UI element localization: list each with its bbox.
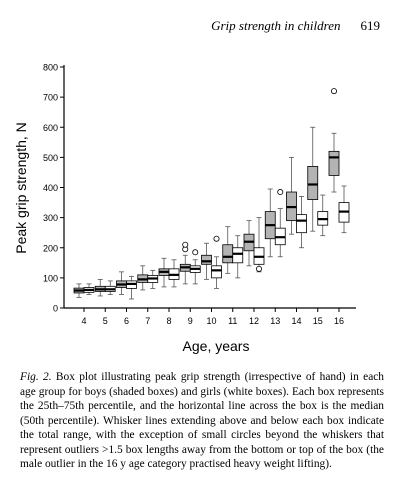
box-boys-11	[222, 244, 234, 264]
figure-caption: Fig. 2. Box plot illustrating peak grip …	[20, 370, 384, 472]
x-tick-label: 9	[188, 316, 193, 326]
caption-label: Fig. 2.	[20, 371, 52, 383]
y-tick-label: 100	[43, 273, 58, 283]
outlier-girls-13	[277, 189, 284, 196]
box-girls-11	[232, 247, 244, 264]
axes-layer: 0 100 200 300 400 500 600 700 800 4 5 6 7 8 9 10 11 12 13 1…	[43, 63, 356, 326]
outlier-girls-12	[255, 265, 262, 272]
y-tick-label: 0	[53, 304, 58, 314]
x-tick-label: 13	[270, 316, 280, 326]
box-plot-chart: 0 100 200 300 400 500 600 700 800 4 5 6 7 8 9 10 11 12 13 1…	[13, 63, 356, 354]
outlier-boys-16	[330, 88, 337, 95]
y-tick-label: 400	[43, 183, 58, 193]
y-tick-label: 600	[43, 123, 58, 133]
box-girls-10	[211, 265, 222, 279]
x-tick-label: 12	[249, 316, 259, 326]
x-tick-label: 14	[291, 316, 301, 326]
page-number: 619	[360, 18, 381, 33]
x-tick-label: 6	[124, 316, 129, 326]
box-boys-15	[307, 166, 319, 200]
plot-layer	[73, 88, 350, 300]
outlier-girls-9	[192, 249, 199, 256]
x-tick-label: 8	[166, 316, 171, 326]
x-tick-label: 16	[334, 316, 344, 326]
box-girls-14	[296, 214, 307, 234]
x-tick-label: 4	[81, 316, 86, 326]
running-head-title: Grip strength in children	[211, 18, 341, 33]
running-head: Grip strength in children 619	[190, 18, 380, 34]
y-tick-label: 200	[43, 243, 58, 253]
x-tick-label: 11	[228, 316, 237, 326]
y-tick-label: 500	[43, 153, 58, 163]
x-axis-label: Age, years	[183, 338, 250, 354]
box-boys-16	[328, 150, 340, 176]
x-tick-label: 7	[145, 316, 150, 326]
x-tick-label: 5	[103, 316, 108, 326]
caption-text: Box plot illustrating peak grip strength…	[20, 371, 384, 470]
box-boys-10	[201, 254, 212, 265]
x-tick-label: 10	[206, 316, 216, 326]
y-tick-label: 800	[43, 63, 58, 73]
y-tick-label: 700	[43, 93, 58, 103]
y-axis-label: Peak grip strength, N	[13, 122, 29, 254]
outlier-girls-10	[213, 235, 220, 242]
outlier-boys-9	[182, 241, 189, 248]
y-tick-label: 300	[43, 213, 58, 223]
x-tick-label: 15	[313, 316, 323, 326]
